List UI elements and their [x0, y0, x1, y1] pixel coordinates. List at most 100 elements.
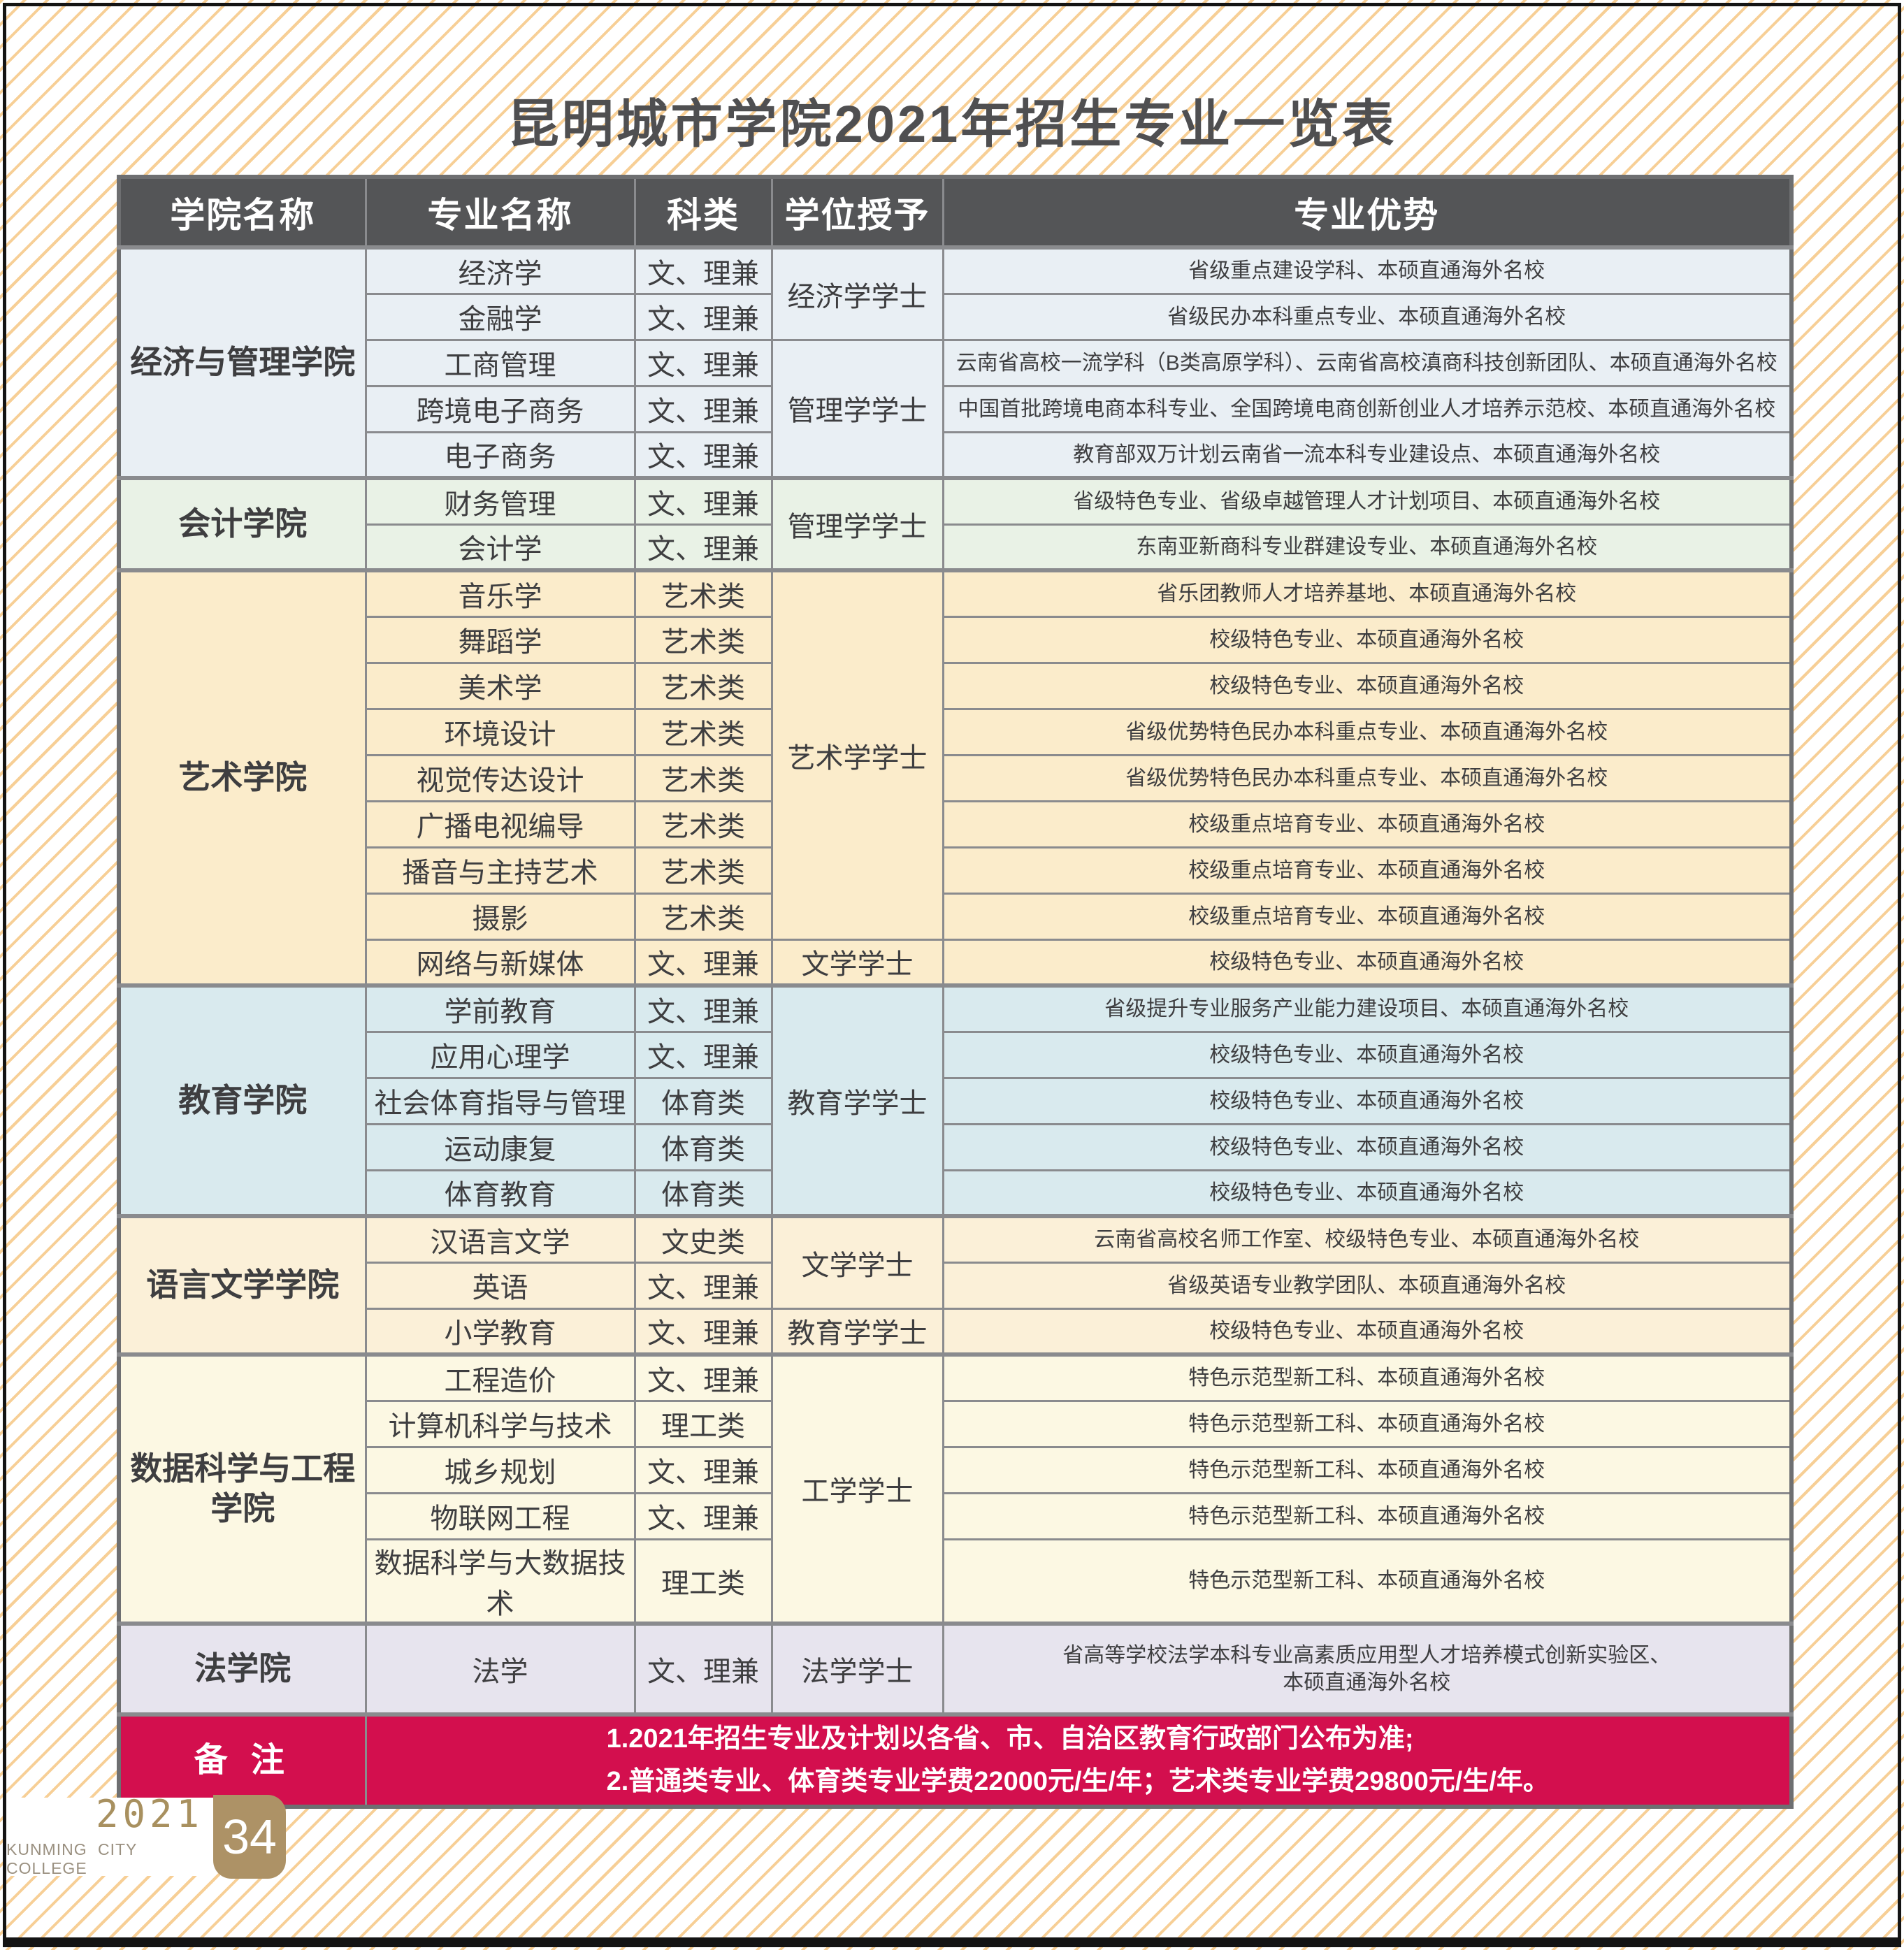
major-cell: 舞蹈学 [364, 615, 636, 664]
major-row: 计算机科学与技术 理工类 特色示范型新工科、本硕直通海外名校 [119, 1399, 1793, 1448]
major-cell: 播音与主持艺术 [364, 846, 636, 895]
major-cell: 摄影 [364, 892, 636, 941]
college-name-cell: 语言文学学院 [117, 1214, 367, 1356]
footer-year: 2021 [95, 1792, 203, 1836]
category-cell: 文、理兼 [633, 384, 773, 433]
major-row: 金融学 文、理兼 省级民办本科重点专业、本硕直通海外名校 [119, 292, 1793, 341]
advantage-cell: 云南省高校名师工作室、校级特色专业、本硕直通海外名校 [942, 1214, 1793, 1264]
advantage-cell: 省级特色专业、省级卓越管理人才计划项目、本硕直通海外名校 [942, 476, 1793, 526]
major-row: 城乡规划 文、理兼 特色示范型新工科、本硕直通海外名校 [119, 1445, 1793, 1494]
major-cell: 体育教育 [364, 1169, 636, 1218]
major-row: 广播电视编导 艺术类 校级重点培育专业、本硕直通海外名校 [119, 800, 1793, 848]
college-name-cell: 数据科学与工程学院 [117, 1352, 367, 1624]
degree-cell: 管理学学士 [770, 338, 944, 479]
category-cell: 文、理兼 [633, 1030, 773, 1079]
page-number: 34 [222, 1810, 277, 1864]
table-body: 经济与管理学院 经济学 文、理兼 经济学学士 省级重点建设学科、本硕直通海外名校 金融学文… [117, 245, 1793, 1807]
major-cell: 音乐学 [364, 568, 636, 618]
header-row: 学院名称 专业名称 科类 学位授予 专业优势 [117, 175, 1793, 249]
remark-row: 备 注 1.2021年招生专业及计划以各省、市、自治区教育行政部门公布为准; 2.普… [117, 1712, 1793, 1807]
advantage-cell: 省级重点建设学科、本硕直通海外名校 [942, 245, 1793, 295]
major-cell: 美术学 [364, 661, 636, 710]
major-cell: 法学 [364, 1621, 636, 1715]
advantage-cell: 省级优势特色民办本科重点专业、本硕直通海外名校 [942, 707, 1793, 756]
advantage-cell: 校级重点培育专业、本硕直通海外名校 [942, 800, 1793, 848]
degree-cell: 教育学学士 [770, 983, 944, 1218]
advantage-cell: 省级优势特色民办本科重点专业、本硕直通海外名校 [942, 753, 1793, 802]
advantage-cell: 省乐团教师人才培养基地、本硕直通海外名校 [942, 568, 1793, 618]
category-cell: 文、理兼 [633, 292, 773, 341]
column-header-category: 科类 [633, 175, 773, 249]
advantage-cell: 校级重点培育专业、本硕直通海外名校 [942, 846, 1793, 895]
advantage-cell: 云南省高校一流学科（B类高原学科）、云南省高校滇商科技创新团队、本硕直通海外名校 [942, 338, 1793, 387]
remark-line: 2.普通类专业、体育类专业学费22000元/生/年；艺术类专业学费29800元/… [606, 1766, 1550, 1796]
major-cell: 社会体育指导与管理 [364, 1076, 636, 1125]
college-name-cell: 法学院 [117, 1621, 367, 1715]
advantage-cell: 校级特色专业、本硕直通海外名校 [942, 1122, 1793, 1171]
major-cell: 应用心理学 [364, 1030, 636, 1079]
category-cell: 理工类 [633, 1399, 773, 1448]
category-cell: 艺术类 [633, 707, 773, 756]
major-row: 跨境电子商务 文、理兼 中国首批跨境电商本科专业、全国跨境电商创新创业人才培养示范校… [119, 384, 1793, 433]
category-cell: 文、理兼 [633, 523, 773, 572]
major-row: 会计学院 财务管理 文、理兼 管理学学士 省级特色专业、省级卓越管理人才计划项目、本硕直… [117, 476, 1793, 572]
major-cell: 小学教育 [364, 1307, 636, 1356]
major-row: 舞蹈学 艺术类 校级特色专业、本硕直通海外名校 [119, 615, 1793, 664]
major-cell: 数据科学与大数据技术 [364, 1538, 636, 1624]
major-cell: 财务管理 [364, 476, 636, 526]
page-title: 昆明城市学院2021年招生专业一览表 [507, 95, 1397, 153]
major-cell: 广播电视编导 [364, 800, 636, 848]
advantage-cell: 省高等学校法学本科专业高素质应用型人才培养模式创新实验区、 本硕直通海外名校 [942, 1621, 1793, 1715]
major-row: 教育学院 学前教育 文、理兼 教育学学士 省级提升专业服务产业能力建设项目、本硕直通海外… [117, 983, 1793, 1218]
advantage-cell: 东南亚新商科专业群建设专业、本硕直通海外名校 [942, 523, 1793, 572]
page-number-badge: 34 [213, 1795, 286, 1879]
major-cell: 学前教育 [364, 983, 636, 1033]
category-cell: 艺术类 [633, 568, 773, 618]
advantage-cell: 校级特色专业、本硕直通海外名校 [942, 1076, 1793, 1125]
advantage-cell: 校级特色专业、本硕直通海外名校 [942, 938, 1793, 987]
advantage-cell: 校级重点培育专业、本硕直通海外名校 [942, 892, 1793, 941]
remark-content-cell: 1.2021年招生专业及计划以各省、市、自治区教育行政部门公布为准; 2.普通类专… [364, 1712, 1793, 1807]
major-row: 数据科学与工程学院 工程造价 文、理兼 工学学士 特色示范型新工科、本硕直通海外名校 [117, 1352, 1793, 1624]
advantage-cell: 校级特色专业、本硕直通海外名校 [942, 1169, 1793, 1218]
advantage-cell: 校级特色专业、本硕直通海外名校 [942, 1030, 1793, 1079]
column-header-college: 学院名称 [117, 175, 367, 249]
college-name-cell: 艺术学院 [117, 568, 367, 987]
major-cell: 网络与新媒体 [364, 938, 636, 987]
column-header-advantage: 专业优势 [942, 175, 1793, 249]
major-cell: 经济学 [364, 245, 636, 295]
category-cell: 艺术类 [633, 892, 773, 941]
category-cell: 文、理兼 [633, 338, 773, 387]
category-cell: 艺术类 [633, 661, 773, 710]
degree-cell: 文学学士 [770, 938, 944, 987]
footer-brand-box: 2021 KUNMING CITY COLLEGE [6, 1792, 213, 1877]
remark-text-block: 1.2021年招生专业及计划以各省、市、自治区教育行政部门公布为准; 2.普通类专… [367, 1718, 1790, 1803]
category-cell: 体育类 [633, 1076, 773, 1125]
major-row: 网络与新媒体 文、理兼 文学学士 校级特色专业、本硕直通海外名校 [119, 938, 1793, 987]
footer-college-name-en: KUNMING CITY COLLEGE [6, 1840, 137, 1877]
major-row: 会计学 文、理兼 东南亚新商科专业群建设专业、本硕直通海外名校 [119, 523, 1793, 572]
category-cell: 文、理兼 [633, 1352, 773, 1402]
category-cell: 文、理兼 [633, 1307, 773, 1356]
remark-label-cell: 备 注 [117, 1712, 367, 1807]
major-row: 数据科学与大数据技术 理工类 特色示范型新工科、本硕直通海外名校 [119, 1538, 1793, 1624]
major-row: 视觉传达设计 艺术类 省级优势特色民办本科重点专业、本硕直通海外名校 [119, 753, 1793, 802]
category-cell: 艺术类 [633, 753, 773, 802]
advantage-cell: 校级特色专业、本硕直通海外名校 [942, 615, 1793, 664]
major-row: 语言文学学院 汉语言文学 文史类 文学学士 云南省高校名师工作室、校级特色专业、本硕直通… [117, 1214, 1793, 1356]
college-name-cell: 教育学院 [117, 983, 367, 1218]
degree-cell: 管理学学士 [770, 476, 944, 572]
major-cell: 电子商务 [364, 431, 636, 479]
advantage-cell: 特色示范型新工科、本硕直通海外名校 [942, 1399, 1793, 1448]
category-cell: 文、理兼 [633, 1492, 773, 1540]
category-cell: 艺术类 [633, 800, 773, 848]
advantage-cell: 省级英语专业教学团队、本硕直通海外名校 [942, 1261, 1793, 1310]
major-cell: 工程造价 [364, 1352, 636, 1402]
major-row: 电子商务 文、理兼 教育部双万计划云南省一流本科专业建设点、本硕直通海外名校 [119, 431, 1793, 479]
category-cell: 文史类 [633, 1214, 773, 1264]
category-cell: 文、理兼 [633, 431, 773, 479]
major-row: 运动康复 体育类 校级特色专业、本硕直通海外名校 [119, 1122, 1793, 1171]
major-cell: 英语 [364, 1261, 636, 1310]
column-header-degree: 学位授予 [770, 175, 944, 249]
